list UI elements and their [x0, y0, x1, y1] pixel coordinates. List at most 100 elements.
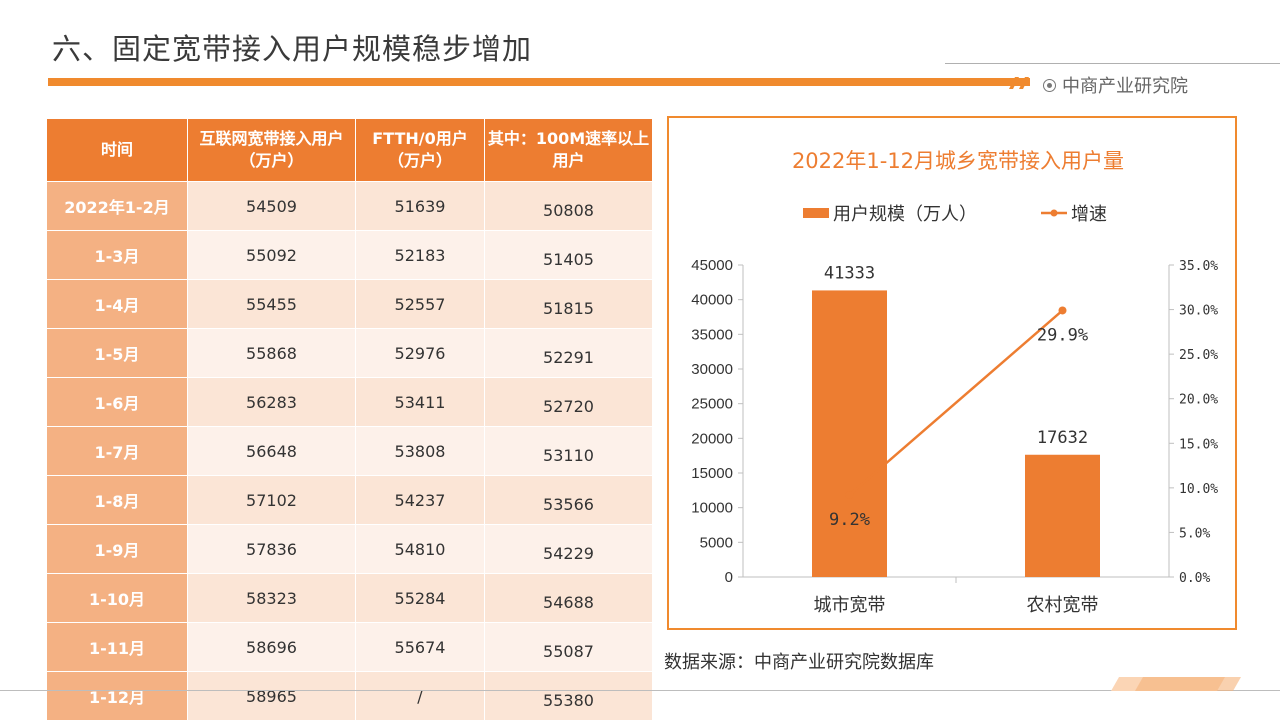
table-row: 1-3月 55092 52183 51405 — [46, 230, 653, 280]
cell-100m-users: 55087 — [484, 622, 653, 672]
y2-tick-label: 0.0% — [1179, 571, 1210, 586]
y2-tick-label: 30.0% — [1179, 304, 1218, 319]
page-title: 六、固定宽带接入用户规模稳步增加 — [52, 32, 533, 66]
cell-ftth-users: 53411 — [355, 377, 485, 427]
cell-time: 1-12月 — [46, 671, 188, 721]
table-row: 1-11月 58696 55674 55087 — [46, 622, 653, 672]
cell-time: 1-7月 — [46, 426, 188, 476]
cell-ftth-users: 55284 — [355, 573, 485, 623]
footer-divider — [0, 690, 1280, 691]
legend-line-label: 增速 — [1071, 204, 1107, 225]
y-tick-label: 5000 — [700, 534, 733, 551]
table-row: 1-7月 56648 53808 53110 — [46, 426, 653, 476]
y2-tick-label: 10.0% — [1179, 482, 1218, 497]
cell-time: 1-11月 — [46, 622, 188, 672]
chart-panel: 2022年1-12月城乡宽带接入用户量 用户规模（万人） 增速 0 5000 10000 1… — [667, 116, 1237, 630]
cell-time: 1-10月 — [46, 573, 188, 623]
table-row: 1-8月 57102 54237 53566 — [46, 475, 653, 525]
cell-100m-users: 52720 — [484, 377, 653, 427]
y-tick-label: 15000 — [691, 465, 733, 482]
y-tick-label: 25000 — [691, 396, 733, 413]
cell-internet-users: 55868 — [187, 328, 356, 378]
cell-ftth-users: 52976 — [355, 328, 485, 378]
y2-tick-label: 15.0% — [1179, 437, 1218, 452]
x-category-label: 城市宽带 — [814, 595, 886, 616]
cell-time: 2022年1-2月 — [46, 181, 188, 231]
y2-tick-label: 25.0% — [1179, 348, 1218, 363]
cell-internet-users: 57836 — [187, 524, 356, 574]
cell-ftth-users: 53808 — [355, 426, 485, 476]
cell-ftth-users: 55674 — [355, 622, 485, 672]
cell-ftth-users: 52557 — [355, 279, 485, 329]
y2-tick-label: 35.0% — [1179, 259, 1218, 274]
cell-internet-users: 56283 — [187, 377, 356, 427]
x-category-label: 农村宽带 — [1027, 595, 1099, 616]
cell-ftth-users: / — [355, 671, 485, 721]
cell-time: 1-8月 — [46, 475, 188, 525]
cell-100m-users: 53110 — [484, 426, 653, 476]
cell-100m-users: 51815 — [484, 279, 653, 329]
bar — [1025, 454, 1100, 577]
legend-line-marker — [1050, 209, 1058, 217]
data-source-note: 数据来源：中商产业研究院数据库 — [664, 652, 934, 673]
table-row: 1-12月 58965/55380 — [46, 671, 653, 721]
line-point — [1058, 306, 1067, 315]
brand-name: 中商产业研究院 — [1062, 76, 1188, 97]
broadband-data-table: 时间 互联网宽带接入用户（万户） FTTH/0用户（万户） 其中：100M速率以… — [46, 118, 653, 721]
header-ftth-users: FTTH/0用户（万户） — [355, 118, 485, 182]
y-tick-label: 20000 — [691, 430, 733, 447]
line-data-label: 29.9% — [1037, 325, 1088, 345]
y2-tick-label: 20.0% — [1179, 393, 1218, 408]
cell-100m-users: 54229 — [484, 524, 653, 574]
cell-internet-users: 57102 — [187, 475, 356, 525]
header-internet-users: 互联网宽带接入用户（万户） — [187, 118, 356, 182]
cell-ftth-users: 51639 — [355, 181, 485, 231]
y-tick-label: 0 — [725, 569, 733, 586]
line-data-label: 9.2% — [829, 510, 870, 530]
legend-bar-label: 用户规模（万人） — [833, 204, 977, 225]
growth-line — [848, 309, 1064, 496]
cell-time: 1-9月 — [46, 524, 188, 574]
cell-internet-users: 54509 — [187, 181, 356, 231]
cell-ftth-users: 52183 — [355, 230, 485, 280]
y-tick-label: 35000 — [691, 326, 733, 343]
y-tick-label: 45000 — [691, 257, 733, 274]
bar-data-label: 17632 — [1037, 428, 1088, 448]
cell-internet-users: 58323 — [187, 573, 356, 623]
cell-internet-users: 55455 — [187, 279, 356, 329]
bar — [812, 290, 887, 577]
table-row: 1-5月 55868 52976 52291 — [46, 328, 653, 378]
stripes-decoration — [1009, 77, 1029, 89]
cell-100m-users: 51405 — [484, 230, 653, 280]
cell-ftth-users: 54237 — [355, 475, 485, 525]
footer-stripes-decoration — [1111, 677, 1241, 691]
table-row: 1-10月 58323 55284 54688 — [46, 573, 653, 623]
y-tick-label: 30000 — [691, 361, 733, 378]
cell-time: 1-4月 — [46, 279, 188, 329]
y-tick-label: 10000 — [691, 500, 733, 517]
cell-100m-users: 55380 — [484, 671, 653, 721]
cell-time: 1-3月 — [46, 230, 188, 280]
cell-ftth-users: 54810 — [355, 524, 485, 574]
cell-100m-users: 52291 — [484, 328, 653, 378]
y2-tick-label: 5.0% — [1179, 526, 1210, 541]
legend-bar-swatch — [803, 208, 829, 218]
cell-internet-users: 58965 — [187, 671, 356, 721]
cell-100m-users: 54688 — [484, 573, 653, 623]
cell-internet-users: 58696 — [187, 622, 356, 672]
header-time: 时间 — [46, 118, 188, 182]
y-tick-label: 40000 — [691, 292, 733, 309]
line-point — [845, 490, 854, 499]
header-100m-users: 其中：100M速率以上用户 — [484, 118, 653, 182]
table-header-row: 时间 互联网宽带接入用户（万户） FTTH/0用户（万户） 其中：100M速率以… — [46, 118, 653, 182]
brand-logo: 中商产业研究院 — [1043, 72, 1188, 98]
cell-time: 1-5月 — [46, 328, 188, 378]
cell-100m-users: 50808 — [484, 181, 653, 231]
table-row: 1-4月 55455 52557 51815 — [46, 279, 653, 329]
title-divider-line — [945, 63, 1280, 64]
cell-100m-users: 53566 — [484, 475, 653, 525]
table-row: 1-9月 57836 54810 54229 — [46, 524, 653, 574]
table-row: 2022年1-2月 54509 51639 50808 — [46, 181, 653, 231]
logo-ring-icon — [1043, 78, 1056, 92]
